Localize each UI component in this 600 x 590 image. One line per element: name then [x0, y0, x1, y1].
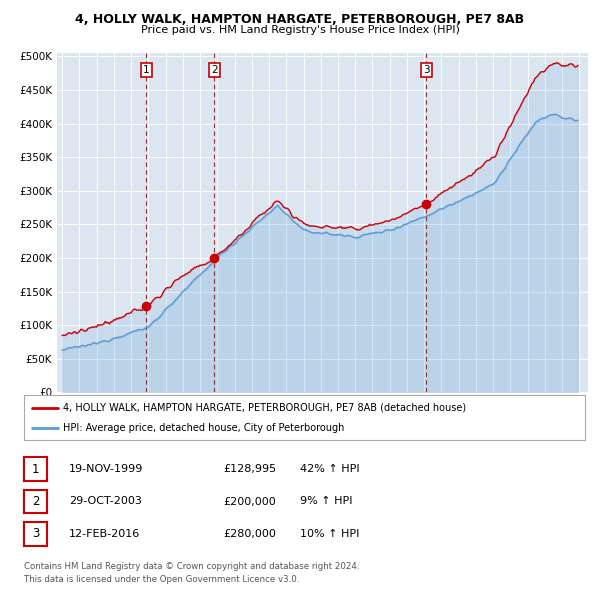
Text: 19-NOV-1999: 19-NOV-1999 — [69, 464, 143, 474]
Text: £280,000: £280,000 — [223, 529, 276, 539]
Text: 2: 2 — [32, 495, 39, 508]
Text: Price paid vs. HM Land Registry's House Price Index (HPI): Price paid vs. HM Land Registry's House … — [140, 25, 460, 35]
Text: This data is licensed under the Open Government Licence v3.0.: This data is licensed under the Open Gov… — [24, 575, 299, 584]
Text: £128,995: £128,995 — [223, 464, 276, 474]
Text: 9% ↑ HPI: 9% ↑ HPI — [300, 497, 353, 506]
Text: 1: 1 — [143, 65, 149, 75]
Text: 2: 2 — [211, 65, 218, 75]
Text: Contains HM Land Registry data © Crown copyright and database right 2024.: Contains HM Land Registry data © Crown c… — [24, 562, 359, 571]
Text: 3: 3 — [423, 65, 430, 75]
Text: £200,000: £200,000 — [223, 497, 276, 506]
Text: 12-FEB-2016: 12-FEB-2016 — [69, 529, 140, 539]
Text: 3: 3 — [32, 527, 39, 540]
Text: 4, HOLLY WALK, HAMPTON HARGATE, PETERBOROUGH, PE7 8AB (detached house): 4, HOLLY WALK, HAMPTON HARGATE, PETERBOR… — [63, 403, 466, 412]
Text: 4, HOLLY WALK, HAMPTON HARGATE, PETERBOROUGH, PE7 8AB: 4, HOLLY WALK, HAMPTON HARGATE, PETERBOR… — [76, 13, 524, 26]
Text: 42% ↑ HPI: 42% ↑ HPI — [300, 464, 359, 474]
Text: 29-OCT-2003: 29-OCT-2003 — [69, 497, 142, 506]
Text: 1: 1 — [32, 463, 39, 476]
Text: 10% ↑ HPI: 10% ↑ HPI — [300, 529, 359, 539]
Text: HPI: Average price, detached house, City of Peterborough: HPI: Average price, detached house, City… — [63, 424, 344, 434]
